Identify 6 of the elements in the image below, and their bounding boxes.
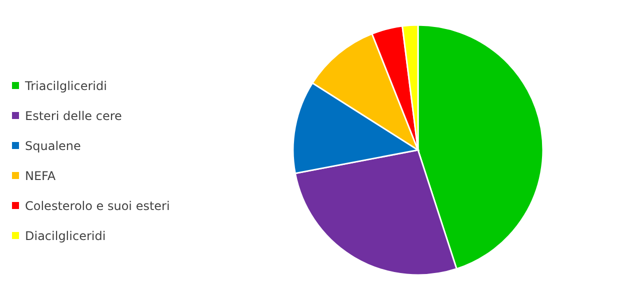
legend-label: Esteri delle cere	[25, 109, 122, 123]
legend-label: NEFA	[25, 169, 56, 183]
legend-label: Diacilgliceridi	[25, 229, 106, 243]
legend-label: Colesterolo e suoi esteri	[25, 199, 170, 213]
legend-label: Squalene	[25, 139, 81, 153]
legend-label: Triacilgliceridi	[24, 79, 107, 93]
